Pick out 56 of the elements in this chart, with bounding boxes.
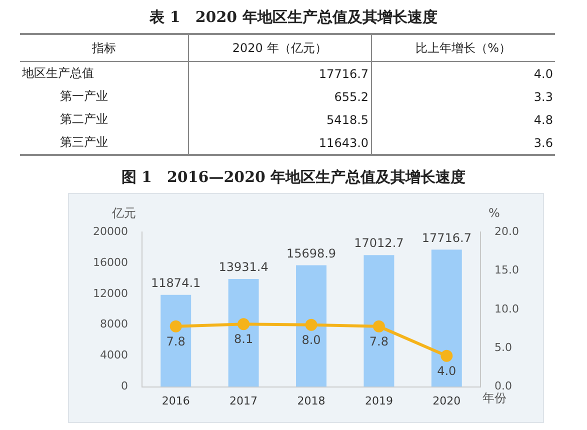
text: 4.0 xyxy=(371,62,555,85)
y2-tick-label: 15.0 xyxy=(494,264,520,277)
bar xyxy=(228,278,259,387)
data-label: 17012.7 xyxy=(354,236,404,250)
point xyxy=(440,350,453,362)
text: 表 1 2020 年地区生产总值及其增长速度 xyxy=(148,8,438,27)
bar xyxy=(296,265,326,387)
point xyxy=(238,318,250,330)
text: 4.8 xyxy=(371,108,555,131)
text: 5418.5 xyxy=(188,108,372,131)
y-axis-title: 亿元 xyxy=(110,206,136,220)
y-tick-label: 8000 xyxy=(100,318,128,331)
text: 指标 xyxy=(20,34,188,62)
bar xyxy=(160,294,192,387)
point xyxy=(372,320,385,332)
y2-tick-label: 10.0 xyxy=(494,302,520,316)
text: 第二产业 xyxy=(59,111,109,128)
point xyxy=(305,318,318,331)
text: 655.2 xyxy=(188,85,372,108)
data-label: 4.0 xyxy=(437,364,456,378)
text: 比上年增长（%） xyxy=(371,34,555,62)
data-label: 15698.9 xyxy=(286,246,336,260)
text: 17716.7 xyxy=(188,62,372,85)
data-label: 13931.4 xyxy=(218,260,268,274)
data-label: 11874.1 xyxy=(151,276,201,290)
text: 第一产业 xyxy=(59,88,109,105)
y2-tick-label: 5.0 xyxy=(494,340,512,354)
x-tick-label: 2020 xyxy=(432,394,461,408)
x-tick-label: 2018 xyxy=(297,394,326,408)
text: 11643.0 xyxy=(188,131,372,155)
y2-axis-title: % xyxy=(488,206,500,220)
bar xyxy=(364,255,394,387)
text: 2020 年（亿元） xyxy=(188,34,372,62)
x-axis-title: 年份 xyxy=(482,390,507,405)
data-label: 7.8 xyxy=(166,334,186,349)
x-tick-label: 2019 xyxy=(364,394,393,408)
text: 3.6 xyxy=(371,131,555,155)
y-tick-label: 12000 xyxy=(92,286,128,300)
y-tick-label: 0 xyxy=(120,380,128,393)
y-tick-label: 16000 xyxy=(92,256,128,269)
y-tick-label: 20000 xyxy=(92,224,128,238)
data-label: 7.8 xyxy=(369,334,388,349)
text: 地区生产总值 xyxy=(21,65,95,82)
chart-title: 图 1 2016—2020 年地区生产总值及其增长速度 xyxy=(120,168,467,187)
text: 3.3 xyxy=(371,85,555,108)
data-label: 8.0 xyxy=(302,333,321,348)
y-tick-label: 4000 xyxy=(100,348,128,362)
text: 第三产业 xyxy=(20,131,188,155)
point xyxy=(170,320,182,332)
data-label: 8.1 xyxy=(234,332,254,346)
data-label: 17716.7 xyxy=(422,230,472,245)
x-tick-label: 2016 xyxy=(162,394,190,408)
y2-tick-label: 0.0 xyxy=(494,380,512,393)
y2-tick-label: 20.0 xyxy=(494,224,520,238)
x-tick-label: 2017 xyxy=(230,394,258,408)
bar xyxy=(431,250,462,387)
